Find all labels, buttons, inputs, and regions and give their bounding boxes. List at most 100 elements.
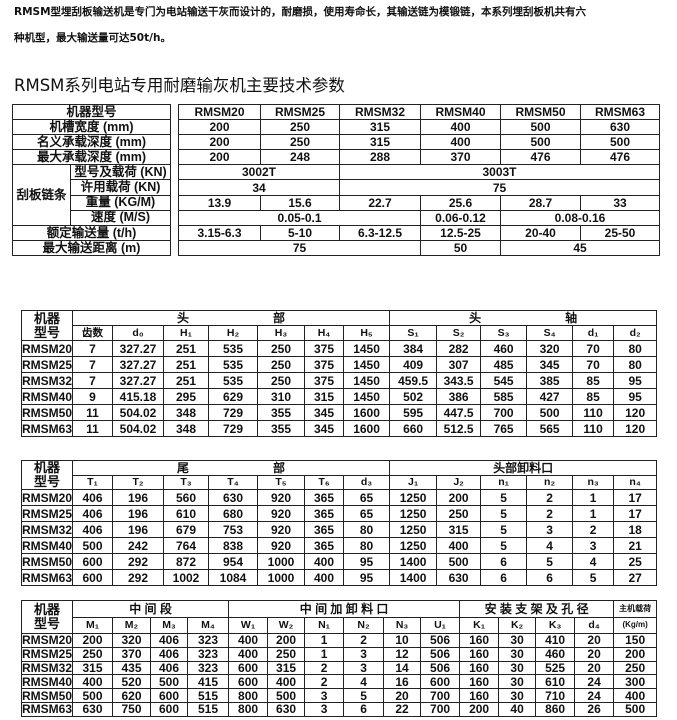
table-cell: RMSM50 [21,553,73,570]
table-cell: 5-10 [260,224,340,241]
table-cell: 250 [257,356,305,373]
table-cell: RMSM20 [21,340,73,357]
table-cell: 5 [480,505,528,522]
table-cell: T₂ [112,474,164,490]
table-cell: 1002 [163,569,209,586]
table-cell: 95 [613,388,658,405]
table-cell: 5 [480,521,528,538]
table-cell: 160 [459,633,500,648]
table-cell: 5 [480,489,528,506]
table-cell: 70 [572,340,615,357]
header-row: 机器 型号尾 部头部卸料口 [21,460,658,490]
table-cell: T₃ [163,474,209,490]
table-cell: W₁ [228,616,269,634]
table-cell: 500 [72,537,113,554]
table-cell: 750 [112,701,151,717]
table-cell: 200 [267,633,306,648]
table-cell: 406 [150,660,188,676]
table-cell: 595 [389,404,438,421]
table-cell: RMSM32 [21,372,73,389]
table-cell: 3.15-6.3 [178,224,261,241]
table-cell: 251 [163,340,209,357]
table-cell: 150 [613,633,658,648]
table-cell: S₄ [526,325,574,341]
table-cell: 406 [72,489,113,506]
table-cell: 33 [580,194,660,211]
table-cell: 250 [260,119,340,136]
table-cell: 410 [535,633,576,648]
table-cell: 630 [267,701,306,717]
table-cell: 400 [304,569,344,586]
table-cell: 4 [526,537,574,554]
table-cell: 11 [72,404,113,421]
table-cell: 838 [208,537,258,554]
table-cell: n₃ [572,474,615,490]
table-cell: 80 [342,537,391,554]
table-row: RMSM63 630 750 600 515 800 630 3 6 22 700 200 40 860 2… [21,701,658,717]
table-cell: 80 [342,521,391,538]
table-cell: N₁ [304,616,345,634]
table-cell: 310 [257,388,305,405]
table-cell: 最大输送距离 (m) [11,239,172,256]
table-cell: 机器型号 [21,310,73,341]
table-cell: 17 [613,505,658,522]
table-cell: 2 [526,489,574,506]
table-cell: M₂ [112,616,151,634]
table-cell: 700 [480,404,528,421]
table-cell: 500 [267,688,306,703]
table-row: RMSM32 315 435 406 323 600 315 2 3 14 506 160 30 525 2… [21,660,658,676]
table-cell: 242 [112,537,164,554]
table-cell: 额定输送量 (t/h) [11,224,172,241]
table-cell: 345 [304,404,344,421]
table-cell: 21 [613,537,658,554]
spec-value-row: 0.05-0.1 0.06-0.12 0.08-0.16 [178,209,660,226]
table-cell: 1084 [208,569,258,586]
table-cell: 1250 [389,537,438,554]
intro-line-2: 种机型，最大输送量可达50t/h。 [14,32,171,44]
table-cell: 2 [526,505,574,522]
table-cell: 196 [112,521,164,538]
table-cell: 50 [420,239,501,256]
table-cell: 80 [613,340,658,357]
table-cell: 主机载荷 [613,600,658,618]
table-cell: K₃ [535,616,576,634]
table-cell: 400 [613,688,658,703]
table-cell: 323 [186,660,230,676]
table-cell: 753 [208,521,258,538]
table-cell: 320 [526,340,574,357]
table-row: RMSM50 600 292 872 954 1000 400 95 1400 500 6 5 4 25 [21,553,658,570]
table-cell: 65 [342,505,391,522]
table-row: RMSM40 500 242 764 838 920 365 80 1250 400 5 4 3 21 [21,537,658,554]
table-cell: 85 [572,372,615,389]
table-cell: 名义承载深度 (mm) [11,134,172,151]
table-cell: 292 [112,553,164,570]
table-cell: 406 [150,633,188,648]
table-cell: 3 [526,521,574,538]
table-cell: 1400 [389,553,438,570]
table-cell: 26 [574,701,615,717]
table-cell: 196 [112,489,164,506]
table-cell: M₁ [72,616,113,634]
table-cell: 460 [480,340,528,357]
table-cell: RMSM63 [21,701,73,717]
table-cell: RMSM20 [178,103,261,121]
table-cell: 660 [389,420,438,437]
table-cell: 3 [343,646,385,662]
table-cell: 1450 [342,372,391,389]
table-cell: 295 [163,388,209,405]
table-cell: 370 [112,646,151,662]
spec-value-row: 3002T 3003T [178,164,660,181]
table-cell: 45 [500,239,660,256]
table-cell: 400 [420,134,501,151]
table-cell: 250 [267,646,306,662]
table-cell: 315 [304,388,344,405]
table-cell: 0.05-0.1 [178,209,421,226]
table-cell: 370 [420,149,501,166]
table-cell: 355 [257,404,305,421]
table-cell: 刮板链条 [12,164,71,226]
table-cell: d₀ [112,325,164,341]
table-cell: 95 [342,553,391,570]
table-cell: 200 [178,119,261,136]
table-cell: 515 [186,701,230,717]
intro-line-1: RMSM型埋刮板输送机是专门为电站输送干灰而设计的，耐磨损，使用寿命长，其输送链… [14,6,587,18]
